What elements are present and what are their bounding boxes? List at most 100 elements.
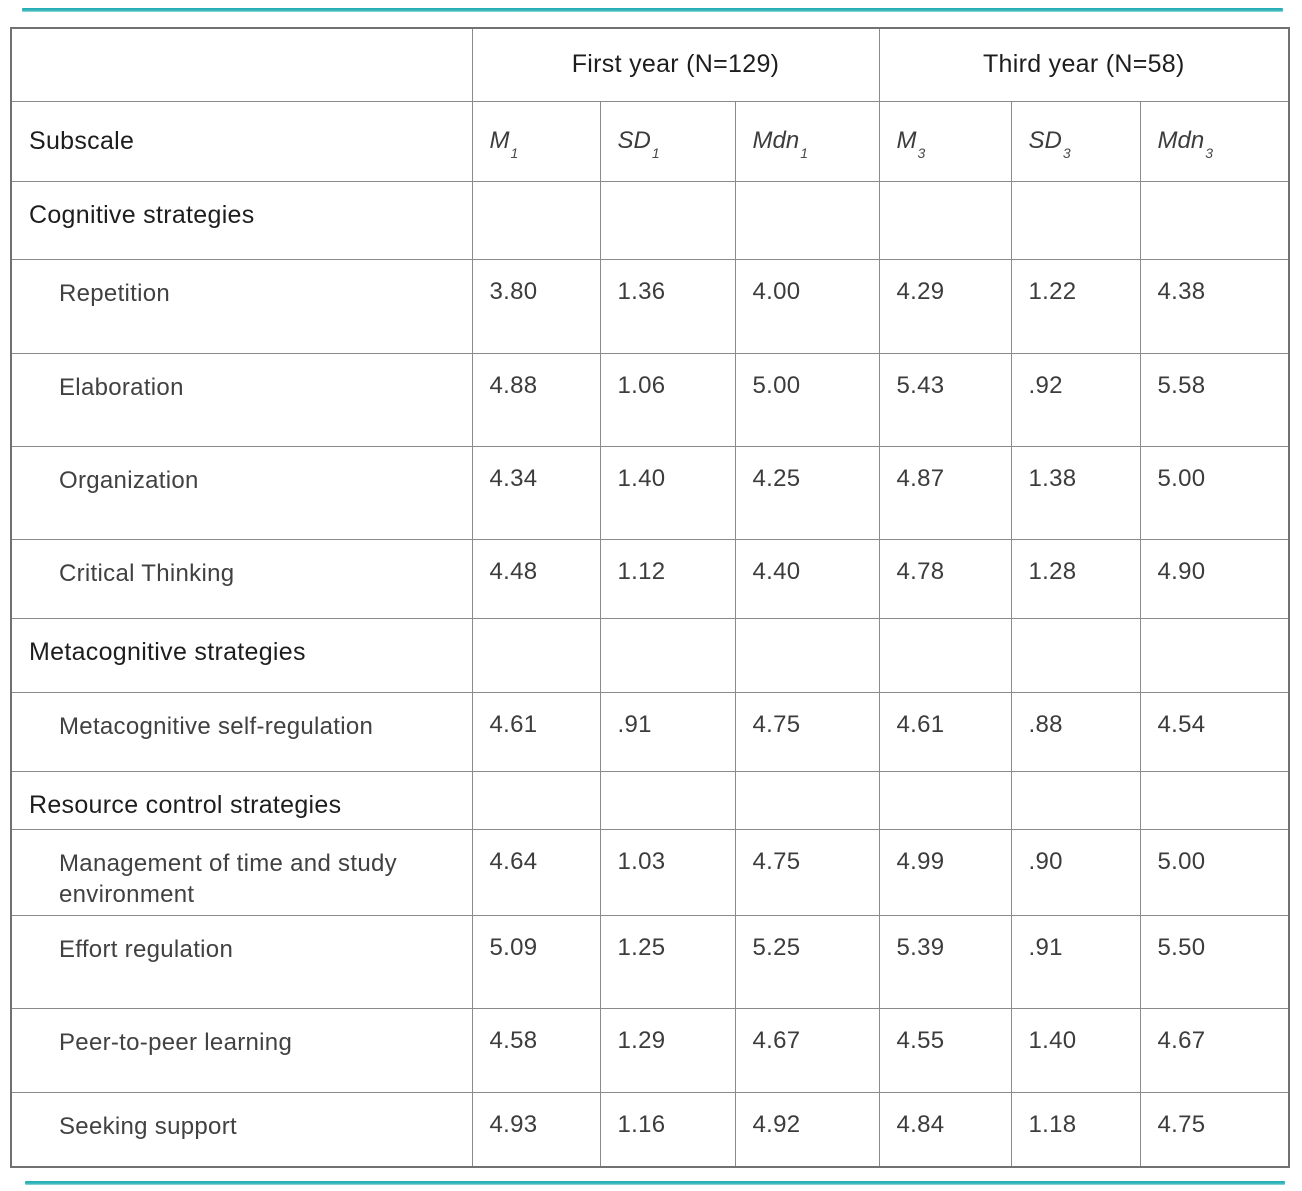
data-cell: 5.39	[878, 914, 1012, 1009]
column-header-m3: M3	[878, 100, 1012, 182]
stat-symbol: SD	[1028, 127, 1062, 154]
row-label: Effort regulation	[10, 914, 473, 1009]
data-cell: .92	[1010, 352, 1141, 447]
data-cell	[734, 617, 880, 693]
data-cell: 4.75	[1139, 1091, 1290, 1168]
data-cell: .91	[599, 691, 736, 772]
data-cell: 1.36	[599, 258, 736, 354]
data-cell	[878, 770, 1012, 830]
data-cell: 1.25	[599, 914, 736, 1009]
data-cell: 4.54	[1139, 691, 1290, 772]
row-label: Metacognitive self-regulation	[10, 691, 473, 772]
data-cell: 1.12	[599, 538, 736, 619]
row-label: Management of time and study environment	[10, 828, 473, 916]
table-row-metacognitive-strategies: Metacognitive strategies	[10, 617, 1290, 693]
data-cell: 3.80	[471, 258, 601, 354]
data-cell: 5.09	[471, 914, 601, 1009]
data-cell	[471, 770, 601, 830]
row-label: Critical Thinking	[10, 538, 473, 619]
stat-subscript: 1	[510, 145, 519, 161]
group-header-first-year: First year (N=129)	[471, 27, 880, 102]
row-label: Repetition	[10, 258, 473, 354]
column-header-m1: M1	[471, 100, 601, 182]
top-accent-rule	[22, 8, 1283, 12]
bottom-accent-rule	[25, 1181, 1285, 1185]
group-header-third-year: Third year (N=58)	[878, 27, 1290, 102]
data-cell: 4.75	[734, 691, 880, 772]
data-cell: 4.29	[878, 258, 1012, 354]
stat-subscript: 3	[1205, 145, 1214, 161]
stat-symbol: SD	[617, 127, 651, 154]
data-cell	[599, 180, 736, 260]
data-cell	[878, 617, 1012, 693]
data-cell: 4.99	[878, 828, 1012, 916]
data-cell: 4.88	[471, 352, 601, 447]
data-cell: 5.00	[1139, 828, 1290, 916]
descriptive-statistics-table: First year (N=129) Third year (N=58) Sub…	[10, 27, 1291, 1168]
data-cell	[471, 180, 601, 260]
data-cell: 1.22	[1010, 258, 1141, 354]
data-cell: 5.00	[734, 352, 880, 447]
data-cell: 1.03	[599, 828, 736, 916]
data-cell: 4.92	[734, 1091, 880, 1168]
data-cell	[734, 770, 880, 830]
row-label: Metacognitive strategies	[10, 617, 473, 693]
data-cell: 1.38	[1010, 445, 1141, 540]
data-cell: 4.61	[471, 691, 601, 772]
column-header-mdn1: Mdn1	[734, 100, 880, 182]
data-cell: 4.78	[878, 538, 1012, 619]
data-cell: 5.25	[734, 914, 880, 1009]
data-cell	[1139, 617, 1290, 693]
data-cell: 4.67	[734, 1007, 880, 1093]
data-cell: 1.40	[1010, 1007, 1141, 1093]
data-cell: 4.40	[734, 538, 880, 619]
stat-subscript: 1	[800, 145, 808, 161]
stat-symbol: M	[489, 127, 510, 154]
data-cell: 5.00	[1139, 445, 1290, 540]
corner-empty-cell	[10, 27, 473, 102]
data-cell: 4.87	[878, 445, 1012, 540]
table-row-seeking-support: Seeking support 4.93 1.16 4.92 4.84 1.18…	[10, 1091, 1290, 1168]
table-row-resource-control-strategies: Resource control strategies	[10, 770, 1290, 830]
data-cell: 4.34	[471, 445, 601, 540]
row-label: Elaboration	[10, 352, 473, 447]
data-cell: 1.16	[599, 1091, 736, 1168]
table-row-effort-regulation: Effort regulation 5.09 1.25 5.25 5.39 .9…	[10, 914, 1290, 1009]
column-header-subscale: Subscale	[10, 100, 473, 182]
column-header-row: Subscale M1 SD1 Mdn1 M3 SD3 Mdn3	[10, 100, 1290, 182]
column-header-mdn3: Mdn3	[1139, 100, 1290, 182]
table-row-management-of-time: Management of time and study environment…	[10, 828, 1290, 916]
data-cell: 5.50	[1139, 914, 1290, 1009]
stat-symbol: Mdn	[752, 127, 800, 154]
data-cell: .88	[1010, 691, 1141, 772]
data-cell	[1010, 770, 1141, 830]
data-cell	[1139, 770, 1290, 830]
data-cell: 1.18	[1010, 1091, 1141, 1168]
table-row-repetition: Repetition 3.80 1.36 4.00 4.29 1.22 4.38	[10, 258, 1290, 354]
stat-subscript: 3	[917, 145, 926, 161]
stat-subscript: 1	[651, 145, 660, 161]
data-cell	[1010, 617, 1141, 693]
data-cell: 4.00	[734, 258, 880, 354]
data-cell: 4.93	[471, 1091, 601, 1168]
table-row-organization: Organization 4.34 1.40 4.25 4.87 1.38 5.…	[10, 445, 1290, 540]
data-cell: 4.67	[1139, 1007, 1290, 1093]
data-cell: 4.84	[878, 1091, 1012, 1168]
stat-subscript: 3	[1062, 145, 1071, 161]
group-header-row: First year (N=129) Third year (N=58)	[10, 27, 1290, 102]
column-header-sd1: SD1	[599, 100, 736, 182]
row-label: Cognitive strategies	[10, 180, 473, 260]
table-row-elaboration: Elaboration 4.88 1.06 5.00 5.43 .92 5.58	[10, 352, 1290, 447]
table-row-cognitive-strategies: Cognitive strategies	[10, 180, 1290, 260]
data-cell: 4.75	[734, 828, 880, 916]
stat-symbol: Mdn	[1157, 127, 1205, 154]
data-cell: .91	[1010, 914, 1141, 1009]
data-cell: .90	[1010, 828, 1141, 916]
data-cell: 4.58	[471, 1007, 601, 1093]
data-cell	[1139, 180, 1290, 260]
data-cell: 1.40	[599, 445, 736, 540]
data-cell	[471, 617, 601, 693]
data-cell: 5.58	[1139, 352, 1290, 447]
stat-symbol: M	[896, 127, 917, 154]
